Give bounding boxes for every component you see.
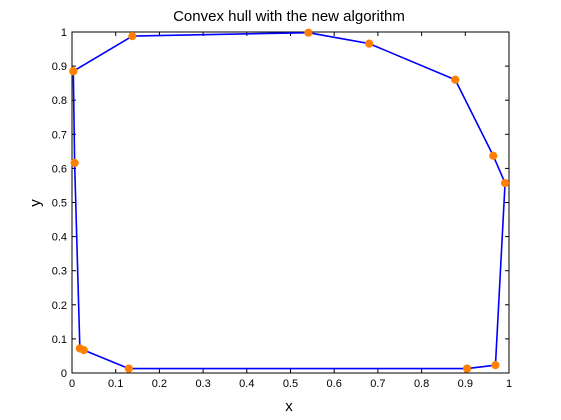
hull-point: [124, 364, 133, 373]
y-tick-label: 0.3: [52, 266, 67, 278]
x-tick-label: 0.2: [152, 378, 167, 390]
hull-point: [491, 361, 500, 370]
hull-point: [304, 28, 313, 37]
y-axis-label: y: [27, 199, 44, 207]
hull-point: [462, 364, 472, 373]
x-tick-label: 0.1: [108, 378, 123, 390]
plot-area: [71, 31, 510, 374]
x-axis-label: x: [285, 398, 293, 415]
y-tick-label: 1: [61, 27, 67, 39]
y-tick-label: 0.6: [52, 163, 67, 175]
y-tick-label: 0.1: [52, 334, 67, 346]
x-tick-label: 0.5: [283, 378, 298, 390]
y-tick-label: 0.2: [52, 300, 67, 312]
y-tick-label: 0.4: [52, 232, 67, 244]
x-tick-label: 0: [69, 378, 75, 390]
x-tick-label: 0.9: [458, 378, 473, 390]
hull-series: [69, 28, 510, 373]
y-tick-label: 0.7: [52, 129, 67, 141]
x-tick-label: 0.7: [370, 378, 385, 390]
hull-point: [69, 67, 78, 76]
x-tick-label: 0.3: [195, 378, 210, 390]
x-tick-label: 0.8: [414, 378, 429, 390]
y-tick-label: 0.5: [52, 198, 67, 210]
x-tick-label: 0.6: [327, 378, 342, 390]
hull-point: [365, 39, 374, 48]
y-axis-ticks: 0 0.1 0.2 0.3 0.4 0.5 0.6 0.7 0.8 0.9 1: [52, 27, 509, 380]
x-tick-label: 0.4: [239, 378, 254, 390]
chart-title: Convex hull with the new algorithm: [173, 8, 405, 25]
hull-point: [451, 75, 460, 84]
hull-point: [70, 158, 79, 168]
hull-point: [128, 31, 137, 41]
y-tick-label: 0.9: [52, 61, 67, 73]
x-axis-ticks: 0 0.1 0.2 0.3 0.4 0.5 0.6 0.7 0.8 0.9 1: [69, 32, 512, 390]
hull-point: [75, 344, 84, 353]
x-tick-label: 1: [506, 378, 512, 390]
y-tick-label: 0: [61, 368, 67, 380]
hull-point: [489, 151, 498, 160]
hull-point: [500, 178, 510, 188]
y-tick-label: 0.8: [52, 95, 67, 107]
